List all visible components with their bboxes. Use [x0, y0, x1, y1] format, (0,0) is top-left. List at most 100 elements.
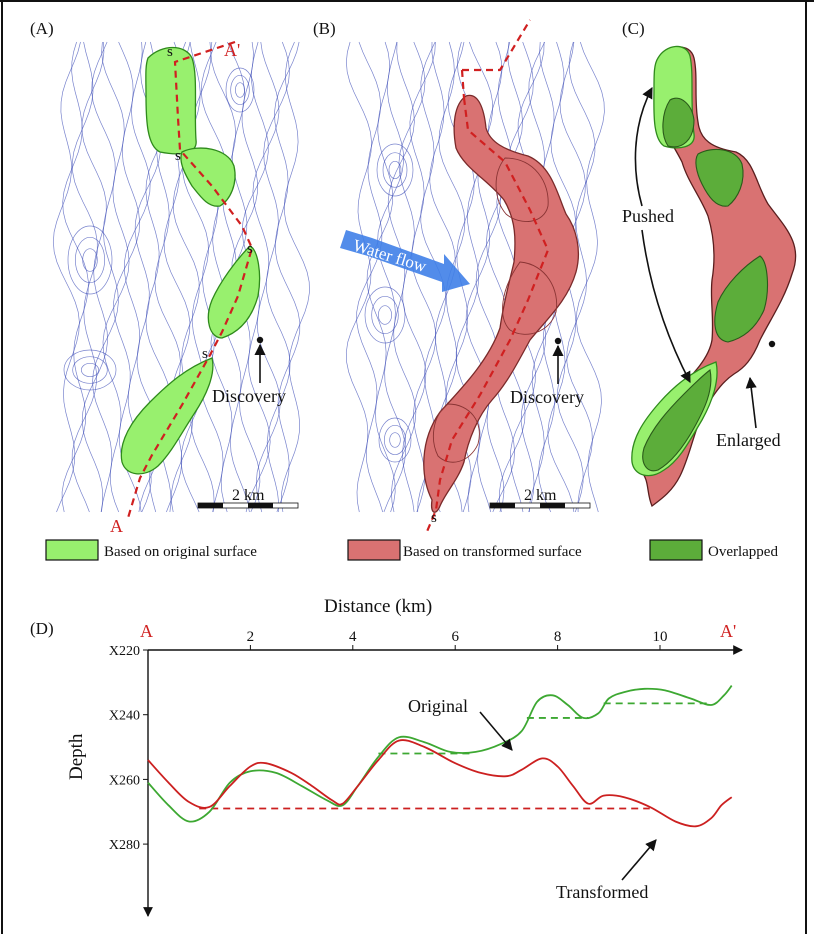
- y-tick-label: X240: [109, 709, 140, 724]
- contour-line: [81, 41, 108, 513]
- discovery-well-marker: [554, 337, 562, 345]
- panel-b-label: (B): [313, 19, 336, 38]
- legend: Based on original surface Based on trans…: [45, 539, 778, 561]
- original-pointer: [479, 711, 513, 751]
- point-a-label: A: [110, 516, 123, 536]
- contour-line: [52, 41, 81, 513]
- legend-original-label: Based on original surface: [104, 544, 257, 560]
- contour-line: [61, 41, 89, 513]
- scale-bar-label: 2 km: [232, 487, 265, 504]
- legend-swatch-original: [45, 539, 99, 561]
- panel-d-chart: (D) Distance (km) A A' Depth 2 4 6 8 10 X220…: [30, 596, 743, 917]
- enlarged-arrow: [745, 376, 757, 429]
- y-axis-label: Depth: [66, 733, 87, 780]
- contour-line: [71, 41, 98, 513]
- contour-line: [475, 41, 505, 513]
- contour-ring: [72, 356, 108, 384]
- contour-ring: [67, 225, 113, 295]
- panel-c-label: (C): [622, 19, 645, 38]
- scale-bar-a: 2 km: [197, 487, 299, 509]
- section-start-label: A: [140, 621, 153, 641]
- contour-ring: [388, 160, 402, 180]
- contour-line: [398, 41, 427, 513]
- discovery-label: Discovery: [212, 386, 286, 406]
- discovery-well-marker: [256, 336, 264, 344]
- overlap-area: [642, 369, 712, 472]
- trap-polygon-2: [180, 147, 236, 207]
- spill-point-label: s: [202, 346, 208, 362]
- contour-ring: [389, 432, 401, 448]
- contour-line: [576, 41, 605, 513]
- legend-overlapped-label: Overlapped: [708, 544, 778, 560]
- contour-line: [409, 41, 437, 513]
- pushed-arrow-down: [641, 229, 691, 383]
- overlap-area: [695, 148, 744, 207]
- contour-line: [377, 41, 407, 513]
- section-end-label: A': [720, 621, 736, 641]
- scale-bar-label: 2 km: [524, 487, 557, 504]
- reservoir-polygon-transformed: [423, 94, 580, 513]
- contour-ring: [74, 236, 106, 284]
- scale-bar-b: 2 km: [489, 487, 591, 509]
- reservoir-polygons-original: [120, 46, 261, 475]
- contour-line: [465, 41, 493, 513]
- transformed-annotation: Transformed: [556, 882, 648, 902]
- contour-ring: [82, 248, 98, 272]
- contour-line: [274, 41, 301, 513]
- pushed-label: Pushed: [622, 206, 674, 226]
- contour-ring: [80, 362, 100, 378]
- discovery-label: Discovery: [510, 387, 584, 407]
- spill-point-label: s: [431, 510, 437, 526]
- contour-ring: [383, 424, 407, 456]
- section-line-b-link: [460, 69, 466, 99]
- discovery-well-marker: [768, 340, 776, 348]
- y-tick-label: X220: [109, 644, 140, 659]
- spill-point-label: s: [247, 241, 253, 257]
- section-line-b-top: [462, 19, 531, 72]
- contour-line: [281, 41, 310, 513]
- contour-ring: [371, 295, 399, 335]
- enlarged-label: Enlarged: [716, 430, 781, 450]
- original-annotation: Original: [408, 696, 468, 716]
- contour-line: [113, 41, 142, 513]
- contour-line: [345, 41, 372, 513]
- x-tick-label: 10: [653, 629, 668, 645]
- contour-ring: [382, 152, 408, 188]
- legend-transformed-label: Based on transformed surface: [403, 544, 582, 560]
- panel-d-label: (D): [30, 619, 54, 638]
- x-tick-label: 4: [349, 629, 357, 645]
- spill-point-label: s: [175, 148, 181, 164]
- series-line-transformed: [147, 739, 733, 828]
- panel-c: (C) Pushed Enlarged: [622, 19, 797, 508]
- trap-polygon-1: [145, 46, 197, 155]
- x-ticks: 2 4 6 8 10: [247, 629, 668, 650]
- chart-x-title: Distance (km): [324, 596, 432, 617]
- water-flow-arrow: [340, 230, 470, 292]
- plot-area: [147, 685, 733, 828]
- overlap-area: [714, 255, 769, 343]
- panel-a: (A) A' A s s s s Discovery 2 km: [30, 19, 310, 536]
- legend-swatch-transformed: [347, 539, 401, 561]
- x-tick-label: 2: [247, 629, 255, 645]
- x-tick-label: 8: [554, 629, 562, 645]
- contour-line: [387, 41, 417, 513]
- y-tick-label: X280: [109, 838, 140, 853]
- point-a-prime-label: A': [224, 40, 240, 60]
- panel-b: (B) Water flow Discovery s 2 km: [313, 19, 605, 535]
- contour-ring: [376, 143, 414, 197]
- contour-line: [200, 41, 228, 513]
- series-line-original: [147, 685, 733, 823]
- contour-line: [101, 41, 130, 513]
- overlap-area: [662, 97, 695, 148]
- contour-line: [566, 41, 596, 513]
- section-line-a: [126, 40, 254, 519]
- panel-a-label: (A): [30, 19, 54, 38]
- legend-swatch-overlapped: [649, 539, 703, 561]
- contour-ring: [234, 82, 246, 98]
- trap-polygon-3: [207, 245, 261, 339]
- y-ticks: X220 X240 X260 X280: [109, 644, 148, 853]
- contour-ring: [377, 305, 393, 325]
- contour-ring: [225, 67, 255, 113]
- contour-line: [263, 41, 291, 513]
- x-tick-label: 6: [451, 629, 459, 645]
